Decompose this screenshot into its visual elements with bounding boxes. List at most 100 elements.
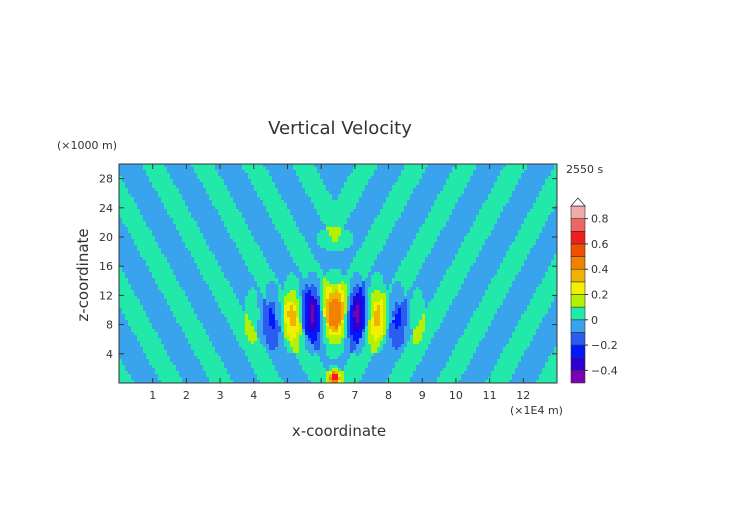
field-cell [296,209,300,213]
field-cell [278,233,282,237]
field-cell [128,305,132,309]
field-cell [320,332,324,336]
field-cell [215,188,219,192]
field-cell [269,173,273,177]
field-cell [143,332,147,336]
field-cell [320,197,324,201]
field-cell [293,170,297,174]
field-cell [149,284,153,288]
field-cell [269,284,273,288]
field-cell [191,215,195,219]
field-cell [311,374,315,378]
field-cell [248,236,252,240]
field-cell [155,263,159,267]
field-cell [263,368,267,372]
field-cell [221,209,225,213]
field-cell [281,206,285,210]
field-cell [167,290,171,294]
field-cell [122,356,126,360]
field-cell [275,242,279,246]
field-cell [146,221,150,225]
field-cell [200,311,204,315]
field-cell [170,263,174,267]
field-cell [128,209,132,213]
field-cell [224,293,228,297]
field-cell [308,287,312,291]
field-cell [230,203,234,207]
field-cell [176,263,180,267]
field-cell [134,278,138,282]
field-cell [242,191,246,195]
field-cell [146,281,150,285]
field-cell [167,236,171,240]
field-cell [290,356,294,360]
field-cell [176,287,180,291]
field-cell [299,203,303,207]
field-cell [185,239,189,243]
field-cell [128,230,132,234]
field-cell [161,347,165,351]
field-cell [284,230,288,234]
field-cell [128,185,132,189]
field-cell [119,254,123,258]
field-cell [179,251,183,255]
field-cell [200,227,204,231]
field-cell [281,362,285,366]
field-cell [146,230,150,234]
field-cell [224,230,228,234]
field-cell [314,254,318,258]
field-cell [125,323,129,327]
field-cell [173,203,177,207]
field-cell [239,266,243,270]
field-cell [263,182,267,186]
field-cell [143,197,147,201]
field-cell [233,329,237,333]
field-cell [314,308,318,312]
field-cell [218,209,222,213]
field-cell [128,293,132,297]
field-cell [239,368,243,372]
field-cell [251,284,255,288]
field-cell [167,200,171,204]
field-cell [293,341,297,345]
field-cell [128,380,132,384]
field-cell [164,287,168,291]
field-cell [212,260,216,264]
field-cell [287,314,291,318]
field-cell [161,359,165,363]
field-cell [128,314,132,318]
field-cell [164,245,168,249]
field-cell [227,203,231,207]
field-cell [185,350,189,354]
field-cell [131,341,135,345]
field-cell [137,299,141,303]
field-cell [191,311,195,315]
field-cell [311,326,315,330]
field-cell [224,338,228,342]
field-cell [164,227,168,231]
field-cell [206,332,210,336]
field-cell [134,272,138,276]
field-cell [170,221,174,225]
field-cell [137,170,141,174]
field-cell [281,344,285,348]
field-cell [185,293,189,297]
field-cell [170,272,174,276]
field-cell [125,314,129,318]
field-cell [197,188,201,192]
field-cell [170,365,174,369]
field-cell [176,173,180,177]
field-cell [296,173,300,177]
field-cell [122,371,126,375]
field-cell [296,236,300,240]
field-cell [251,209,255,213]
field-cell [275,287,279,291]
field-cell [266,257,270,261]
field-cell [236,191,240,195]
field-cell [125,371,129,375]
field-cell [185,185,189,189]
field-cell [257,191,261,195]
field-cell [152,254,156,258]
field-cell [122,227,126,231]
field-cell [122,377,126,381]
